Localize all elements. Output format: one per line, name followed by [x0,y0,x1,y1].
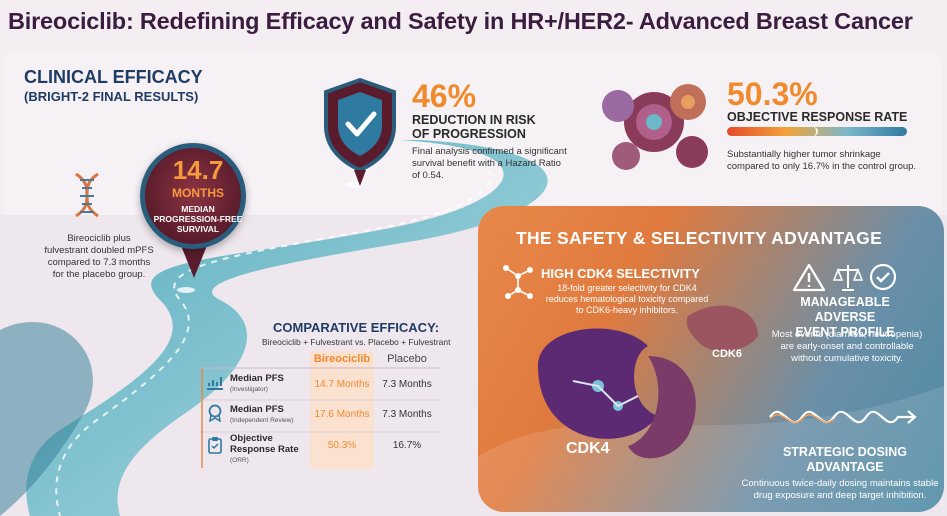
dosing-description: Continuous twice-daily dosing maintains … [741,478,939,501]
risk-description: Final analysis confirmed a significant s… [412,146,567,181]
award-icon [208,404,222,422]
efficacy-heading: CLINICAL EFFICACY [24,67,203,87]
orr-value: 50.3% [727,76,818,112]
pfs-label: MEDIAN PROGRESSION-FREE SURVIVAL [153,204,243,234]
safety-title: THE SAFETY & SELECTIVITY ADVANTAGE [516,228,883,248]
cell-placebo-pfs-investigator: 7.3 Months [382,379,432,390]
cdk-selectivity-title: HIGH CDK4 SELECTIVITY [541,266,700,281]
cell-placebo-orr: 16.7% [392,440,422,451]
warning-icon [792,263,826,292]
adverse-event-title: MANAGEABLE ADVERSE EVENT PROFILE [795,295,895,339]
pfs-value: 14.7 [172,155,224,185]
risk-value: 46% [412,78,477,114]
scale-icon [832,265,864,291]
risk-label: REDUCTION IN RISK OF PROGRESSION [412,113,536,141]
wave-arrow-icon [769,410,917,424]
cell-placebo-pfs-independent: 7.3 Months [382,409,432,420]
cdk4-label: CDK4 [566,440,610,457]
cdk-selectivity-description: 18-fold greater selectivity for CDK4 red… [545,283,709,315]
adverse-event-description: Most events (diarrhea, neutropenia) are … [771,329,923,364]
bireociclib-column-highlight [310,351,374,469]
chart-icon [207,377,223,390]
molecule-icon [503,265,533,299]
pfs-unit: MONTHS [172,186,224,200]
column-header-placebo: Placebo [387,353,427,365]
shield-check-icon [324,77,396,186]
cell-bireociclib-pfs-independent: 17.6 Months [314,409,370,420]
cell-bireociclib-orr: 50.3% [327,440,357,451]
pfs-map-pin [140,143,246,249]
pfs-note: Bireociclib plus fulvestrant doubled mPF… [44,233,154,280]
column-header-bireociclib: Bireociclib [313,353,371,365]
orr-progress-fill [727,127,818,136]
table-frame [200,367,440,468]
orr-description: Substantially higher tumor shrinkage com… [727,149,917,172]
comparison-title: COMPARATIVE EFFICACY: [273,320,440,335]
orr-progress-bar [727,127,907,136]
cell-bireociclib-pfs-investigator: 14.7 Months [314,379,370,390]
check-circle-icon [869,263,897,291]
dosing-title: STRATEGIC DOSING ADVANTAGE [782,445,908,474]
safety-panel [478,206,944,512]
clipboard-icon [208,437,222,454]
row-label-pfs-independent: Median PFS (Independent Review) [230,404,294,424]
orr-label: OBJECTIVE RESPONSE RATE [727,110,908,124]
tumor-cells-icon [602,84,708,170]
row-label-pfs-investigator: Median PFS (Investigator) [230,373,284,393]
dna-icon [75,172,99,218]
row-label-orr: Objective Response Rate (ORR) [230,433,299,464]
protein-illustration [478,305,944,512]
cdk6-label: CDK6 [712,348,742,360]
page-title: Bireociclib: Redefining Efficacy and Saf… [8,8,913,34]
efficacy-subheading: (BRIGHT-2 FINAL RESULTS) [24,89,199,104]
comparison-subtitle: Bireociclib + Fulvestrant vs. Placebo + … [262,337,451,347]
